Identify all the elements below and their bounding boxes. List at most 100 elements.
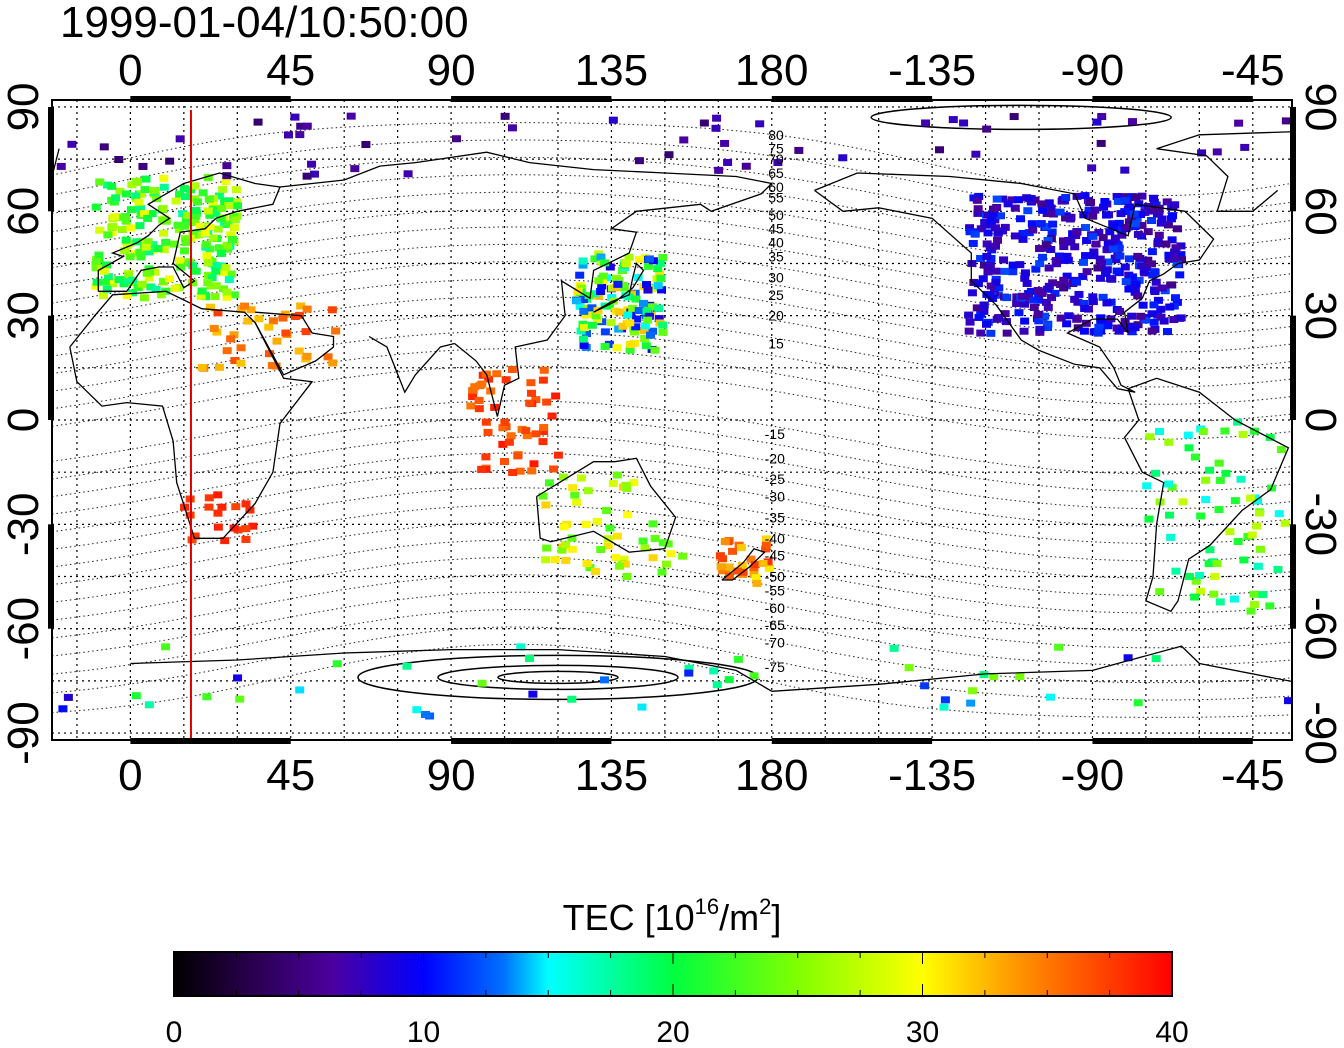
tec-cell <box>982 290 992 298</box>
tec-cell <box>174 226 184 234</box>
tec-cell <box>1094 229 1104 237</box>
tec-cell <box>1063 256 1073 264</box>
tec-cell <box>764 564 774 572</box>
tec-cell <box>539 423 549 431</box>
tec-cell <box>605 524 615 532</box>
tec-cell <box>967 289 977 297</box>
tec-cell <box>1081 252 1091 260</box>
tec-cell <box>1124 285 1134 293</box>
tec-cell <box>976 225 986 233</box>
tec-cell <box>236 344 246 352</box>
maglat-label: 30 <box>768 269 784 285</box>
tec-cell <box>1171 244 1181 252</box>
tec-cell <box>718 555 728 563</box>
tec-cell <box>964 311 974 319</box>
tec-cell <box>1081 319 1091 327</box>
tec-cell <box>236 359 246 367</box>
tec-cell <box>723 158 733 166</box>
tec-cell <box>1281 117 1291 125</box>
tec-cell <box>1058 237 1068 245</box>
tec-cell <box>576 327 586 335</box>
tec-cell <box>654 315 664 323</box>
frame-bar <box>1290 315 1296 420</box>
tec-cell <box>506 432 516 440</box>
tec-cell <box>1009 113 1019 121</box>
tec-cell <box>1088 293 1098 301</box>
tec-cell <box>529 460 539 468</box>
tec-cell <box>600 328 610 336</box>
tec-cell <box>207 274 217 282</box>
tec-cell <box>551 392 561 400</box>
tec-cell <box>135 248 145 256</box>
tec-cell <box>1183 431 1193 439</box>
tec-cell <box>1214 506 1224 514</box>
tec-cell <box>538 438 548 446</box>
tec-cell <box>302 352 312 360</box>
tec-cell <box>205 211 215 219</box>
right-lat-label: 90 <box>1296 82 1344 131</box>
tec-cell <box>549 465 559 473</box>
tec-cell <box>1169 302 1179 310</box>
tec-cell <box>203 259 213 267</box>
tec-cell <box>1126 280 1136 288</box>
top-longitude-labels: 0 45 90 135 180 -135 -90 -45 <box>118 46 1284 95</box>
tec-cell <box>605 263 615 271</box>
tec-cell <box>91 282 101 290</box>
tec-cell <box>988 294 998 302</box>
tec-cell <box>578 261 588 269</box>
tec-cell <box>612 344 622 352</box>
tec-cell <box>889 644 899 652</box>
tec-cell <box>1096 259 1106 267</box>
tec-cell <box>1274 510 1284 518</box>
tec-cell <box>1047 228 1057 236</box>
tec-cell <box>1172 298 1182 306</box>
tec-cell <box>466 402 476 410</box>
tec-cell <box>1008 268 1018 276</box>
right-lat-label: 0 <box>1296 408 1344 432</box>
tec-cell <box>1162 198 1172 206</box>
tec-cell <box>550 556 560 564</box>
tec-cell <box>1132 214 1142 222</box>
tec-cell <box>1015 673 1025 681</box>
tec-cell <box>221 264 231 272</box>
tec-cell <box>980 219 990 227</box>
tec-cell <box>241 500 251 508</box>
tec-cell <box>611 554 621 562</box>
frame-bar <box>48 315 54 420</box>
maglat-label: 55 <box>768 189 784 205</box>
tec-cell <box>539 428 549 436</box>
tec-cell <box>1137 192 1147 200</box>
tec-cell <box>187 536 197 544</box>
tec-cell <box>579 307 589 315</box>
tec-cell <box>1148 271 1158 279</box>
frame-bar <box>130 738 291 744</box>
tec-cell <box>561 541 571 549</box>
tec-cell <box>1258 591 1268 599</box>
tec-cell <box>1020 274 1030 282</box>
tec-cell <box>1195 571 1205 579</box>
tec-cell <box>229 224 239 232</box>
maglat-label: 60 <box>768 179 784 195</box>
tec-cell <box>1078 272 1088 280</box>
tec-cell <box>525 399 535 407</box>
tec-cell <box>991 267 1001 275</box>
tec-cell <box>1102 211 1112 219</box>
tec-cell <box>114 276 124 284</box>
tec-cell <box>213 225 223 233</box>
coastline <box>721 547 766 581</box>
top-lon-label: -45 <box>1221 46 1285 95</box>
tec-cell <box>1168 212 1178 220</box>
tec-cell <box>973 209 983 217</box>
tec-cell <box>412 706 422 714</box>
tec-cell <box>714 166 724 174</box>
tec-cell <box>515 467 525 475</box>
north-pole-contour <box>870 104 1172 131</box>
tec-cell <box>1127 328 1137 336</box>
tec-cell <box>590 290 600 298</box>
tec-cell <box>1108 223 1118 231</box>
tec-cell <box>141 243 151 251</box>
tec-cell <box>1156 313 1166 321</box>
tec-cell <box>1018 292 1028 300</box>
tec-cell <box>499 458 509 466</box>
tec-cell <box>161 643 171 651</box>
